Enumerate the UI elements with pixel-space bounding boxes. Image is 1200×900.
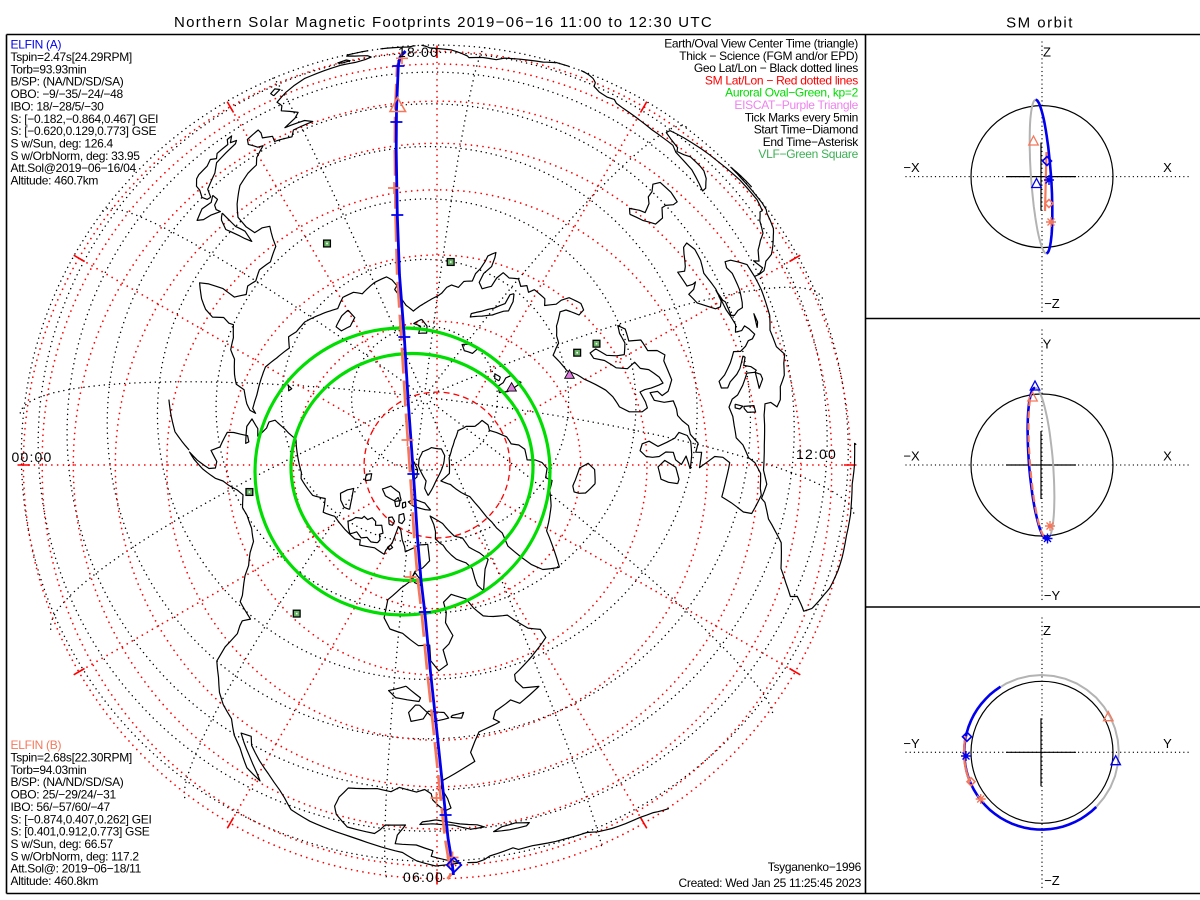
svg-text:Z: Z (1043, 623, 1051, 638)
svg-text:S: [−0.620,0.129,0.773] GSE: S: [−0.620,0.129,0.773] GSE (11, 124, 157, 138)
svg-text:−X: −X (903, 160, 920, 175)
svg-text:−X: −X (903, 449, 920, 464)
svg-text:OBO: 25/−29/24/−31: OBO: 25/−29/24/−31 (11, 788, 117, 802)
svg-text:X: X (1163, 449, 1172, 464)
svg-text:Auroral Oval−Green, kp=2: Auroral Oval−Green, kp=2 (725, 86, 859, 100)
svg-text:Torb=93.93min: Torb=93.93min (11, 62, 87, 76)
svg-text:−Z: −Z (1044, 296, 1060, 311)
svg-text:S w/OrbNorm, deg: 117.2: S w/OrbNorm, deg: 117.2 (11, 849, 140, 863)
svg-text:Thick − Science (FGM and/or EP: Thick − Science (FGM and/or EPD) (679, 49, 858, 63)
svg-text:18:00: 18:00 (398, 44, 439, 60)
svg-text:S: [−0.182,−0.864,0.467] GEI: S: [−0.182,−0.864,0.467] GEI (11, 112, 159, 126)
svg-text:00:00: 00:00 (12, 449, 53, 465)
svg-text:OBO: −9/−35/−24/−48: OBO: −9/−35/−24/−48 (11, 87, 124, 101)
svg-text:X: X (1163, 160, 1172, 175)
svg-text:Torb=94.03min: Torb=94.03min (11, 763, 87, 777)
svg-text:IBO: 56/−57/60/−47: IBO: 56/−57/60/−47 (11, 800, 111, 814)
svg-text:−Y: −Y (903, 736, 920, 751)
svg-text:Geo Lat/Lon − Black dotted lin: Geo Lat/Lon − Black dotted lines (694, 61, 858, 75)
svg-text:B/SP: (NA/ND/SD/SA): B/SP: (NA/ND/SD/SA) (11, 775, 124, 789)
svg-text:ELFIN (B): ELFIN (B) (11, 738, 62, 752)
svg-text:S w/Sun, deg: 66.57: S w/Sun, deg: 66.57 (11, 837, 114, 851)
svg-text:B/SP: (NA/ND/SD/SA): B/SP: (NA/ND/SD/SA) (11, 75, 124, 89)
svg-text:Start Time−Diamond: Start Time−Diamond (754, 123, 858, 137)
svg-text:IBO: 18/−28/5/−30: IBO: 18/−28/5/−30 (11, 99, 105, 113)
svg-text:Z: Z (1043, 45, 1051, 60)
svg-text:VLF−Green Square: VLF−Green Square (758, 147, 858, 161)
svg-text:12:00: 12:00 (796, 446, 837, 462)
svg-text:S w/Sun, deg: 126.4: S w/Sun, deg: 126.4 (11, 136, 114, 150)
svg-text:Y: Y (1163, 736, 1172, 751)
svg-text:Att.Sol@2019−06−16/04: Att.Sol@2019−06−16/04 (11, 161, 137, 175)
svg-text:Y: Y (1043, 337, 1052, 352)
svg-text:S: [−0.874,0.407,0.262] GEI: S: [−0.874,0.407,0.262] GEI (11, 812, 152, 826)
svg-text:End Time−Asterisk: End Time−Asterisk (763, 135, 860, 149)
svg-text:Tspin=2.68s[22.30RPM]: Tspin=2.68s[22.30RPM] (11, 751, 132, 765)
svg-text:Tsyganenko−1996: Tsyganenko−1996 (768, 860, 862, 874)
svg-text:Earth/Oval View Center Time (t: Earth/Oval View Center Time (triangle) (664, 37, 858, 51)
svg-text:Altitude: 460.7km: Altitude: 460.7km (11, 174, 99, 188)
svg-text:06:00: 06:00 (403, 869, 444, 885)
svg-text:Att.Sol@: 2019−06−18/11: Att.Sol@: 2019−06−18/11 (11, 862, 142, 876)
svg-text:EISCAT−Purple Triangle: EISCAT−Purple Triangle (734, 98, 858, 112)
svg-text:Created: Wed Jan 25 11:25:45 2: Created: Wed Jan 25 11:25:45 2023 (679, 876, 862, 890)
svg-text:Tspin=2.47s[24.29RPM]: Tspin=2.47s[24.29RPM] (11, 50, 132, 64)
svg-text:SM Lat/Lon − Red dotted lines: SM Lat/Lon − Red dotted lines (705, 73, 858, 87)
svg-text:−Z: −Z (1044, 873, 1060, 888)
svg-text:S w/OrbNorm, deg: 33.95: S w/OrbNorm, deg: 33.95 (11, 149, 141, 163)
svg-text:S: [0.401,0.912,0.773] GSE: S: [0.401,0.912,0.773] GSE (11, 825, 150, 839)
svg-text:Altitude: 460.8km: Altitude: 460.8km (11, 874, 99, 888)
svg-text:Tick Marks every 5min: Tick Marks every 5min (745, 110, 858, 124)
svg-text:ELFIN (A): ELFIN (A) (11, 38, 62, 52)
svg-text:−Y: −Y (1044, 588, 1061, 603)
svg-text:SM orbit: SM orbit (1006, 15, 1074, 32)
svg-text:Northern Solar Magnetic Footpr: Northern Solar Magnetic Footprints 2019−… (174, 14, 713, 31)
